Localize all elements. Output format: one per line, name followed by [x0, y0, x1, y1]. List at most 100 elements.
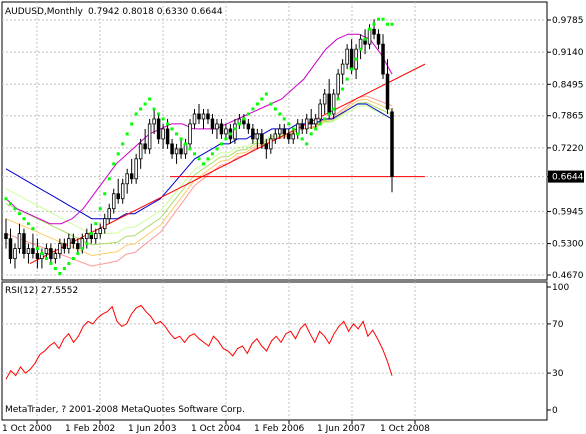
time-axis: 1 Oct 2000 1 Feb 2002 1 Jun 2003 1 Oct 2004…	[2, 420, 430, 434]
sar-dot	[35, 247, 39, 251]
candle-body	[49, 248, 53, 259]
sar-dot	[17, 212, 21, 216]
sar-dot	[31, 227, 35, 231]
sar-dot	[219, 142, 223, 146]
candle-body	[120, 183, 125, 200]
time-tick-label: 1 Oct 2008	[380, 424, 430, 434]
price-tick-label: 0.9785	[552, 16, 584, 26]
candle-body	[147, 123, 152, 150]
candle-body	[278, 128, 282, 135]
sar-dot	[170, 127, 174, 131]
candle-body	[390, 111, 394, 177]
sar-dot	[8, 202, 12, 206]
sar-dot	[148, 97, 152, 101]
sar-dot	[264, 92, 268, 96]
candle-body	[264, 143, 269, 150]
sar-dot	[26, 222, 30, 226]
sar-dot	[305, 142, 309, 146]
candle-body	[165, 128, 170, 145]
candle-body	[291, 133, 296, 140]
sar-dot	[22, 217, 26, 221]
sar-dot	[76, 252, 80, 256]
candle-body	[94, 233, 98, 240]
candle-body	[282, 128, 287, 135]
rsi-tick-label: 100	[552, 283, 569, 293]
sar-dot	[381, 17, 385, 21]
time-tick-label: 1 Jun 2007	[317, 424, 365, 434]
time-tick-label: 1 Oct 2000	[2, 424, 52, 434]
ma-fan-line	[5, 101, 393, 246]
candle-body	[367, 28, 372, 45]
sar-dot	[166, 122, 170, 126]
chart-symbol: AUDUSD,Monthly	[5, 7, 83, 17]
sar-dot	[94, 222, 98, 226]
candle-body	[76, 243, 80, 249]
price-tick-label: 0.8495	[552, 80, 584, 90]
candle-body	[340, 63, 345, 75]
sar-dot	[287, 122, 291, 126]
candle-body	[318, 103, 322, 120]
candle-body	[372, 28, 376, 35]
candle-body	[304, 118, 309, 130]
candle-body	[35, 253, 40, 259]
sar-dot	[53, 267, 57, 271]
rsi-line	[5, 304, 393, 380]
sar-dot	[116, 152, 120, 156]
sar-dot	[134, 112, 138, 116]
sar-dot	[175, 132, 179, 136]
sar-dot	[291, 127, 295, 131]
sar-dot	[210, 152, 214, 156]
sar-dot	[323, 117, 327, 121]
sar-dot	[179, 137, 183, 141]
sar-dot	[44, 257, 48, 261]
sar-dot	[71, 257, 75, 261]
candle-body	[260, 133, 264, 145]
candle-body	[309, 118, 313, 125]
sar-dot	[13, 207, 17, 211]
rsi-tick-label: 70	[552, 320, 564, 330]
sar-dot	[157, 112, 161, 116]
sar-dot	[103, 192, 107, 196]
candle-body	[273, 133, 278, 140]
candle-body	[152, 118, 156, 125]
sar-dot	[309, 132, 313, 136]
sar-dot	[255, 102, 259, 106]
sar-dot	[350, 67, 354, 71]
sar-dot	[201, 162, 205, 166]
rsi-panel	[1, 281, 548, 421]
candle-body	[58, 243, 62, 254]
candle-body	[85, 233, 89, 240]
sar-dot	[130, 122, 134, 126]
sar-dot	[354, 57, 358, 61]
candle-body	[98, 228, 103, 235]
candle-body	[345, 48, 349, 65]
candle-body	[174, 148, 179, 155]
sar-dot	[161, 117, 165, 121]
current-price-label: 0.6644	[552, 173, 584, 183]
current-price-badge	[548, 170, 584, 183]
candle-body	[287, 133, 291, 140]
sar-dot	[273, 107, 277, 111]
candle-body	[251, 128, 255, 140]
ma-fan-line	[5, 105, 393, 235]
sar-dot	[282, 117, 286, 121]
ma-slow-line	[5, 103, 393, 220]
candle-body	[188, 123, 192, 145]
sar-dot	[345, 77, 349, 81]
candle-body	[336, 73, 340, 95]
candle-body	[26, 248, 31, 254]
candle-body	[206, 113, 210, 120]
candle-body	[215, 123, 219, 130]
price-tick-label: 0.4670	[552, 271, 584, 281]
sar-dot	[98, 207, 102, 211]
candle-body	[313, 118, 318, 125]
candle-body	[255, 133, 260, 140]
sar-dot	[121, 142, 125, 146]
price-tick-label: 0.5945	[552, 207, 584, 217]
sar-dot	[125, 132, 129, 136]
candle-body	[67, 238, 71, 249]
candle-body	[134, 158, 138, 180]
sar-dot	[152, 107, 156, 111]
sar-dot	[260, 97, 264, 101]
